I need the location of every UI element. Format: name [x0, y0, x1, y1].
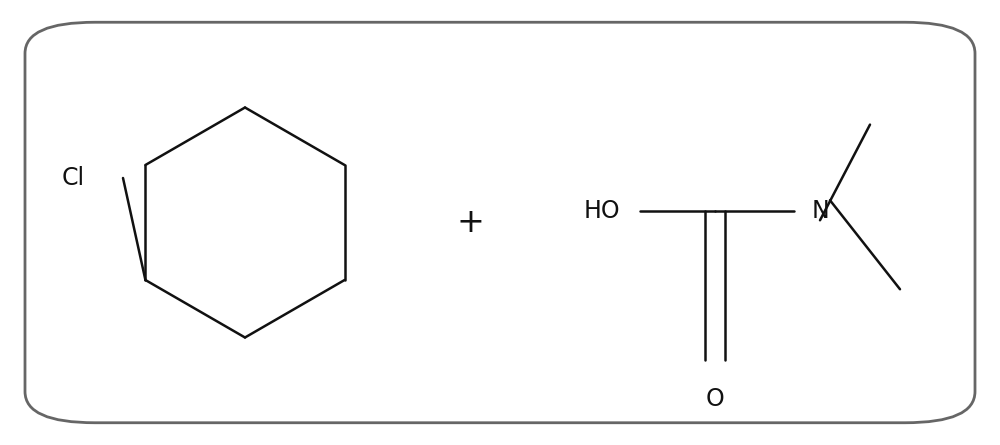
Text: HO: HO — [583, 199, 620, 223]
FancyBboxPatch shape — [25, 22, 975, 423]
Text: +: + — [456, 206, 484, 239]
Text: O: O — [706, 387, 724, 411]
Text: Cl: Cl — [62, 166, 85, 190]
Text: N: N — [812, 199, 830, 223]
